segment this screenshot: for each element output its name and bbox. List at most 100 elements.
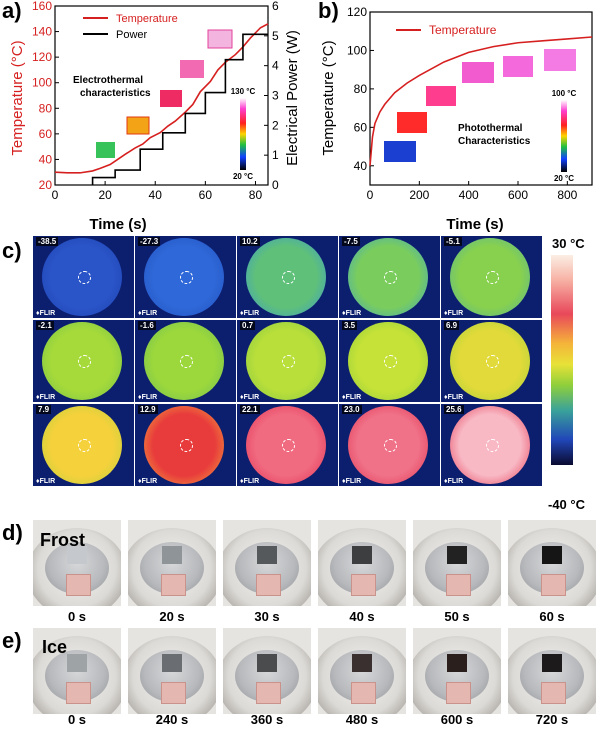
thermal-reading: 22.1 bbox=[240, 405, 260, 414]
thermal-image-10: 6.9 ♦FLIR bbox=[441, 320, 542, 402]
crosshair-icon bbox=[281, 271, 295, 284]
chart-b-xlabel: Time (s) bbox=[446, 216, 503, 233]
y-tick-label-a-2: 60 bbox=[39, 127, 53, 141]
colorbar-b-max: 100 °C bbox=[552, 89, 577, 98]
thermal-reading: -1.6 bbox=[138, 321, 156, 330]
thermal-reading: -2.1 bbox=[36, 321, 54, 330]
x-tick-label-b-2: 400 bbox=[459, 188, 479, 202]
thermal-reading: -38.5 bbox=[36, 237, 59, 246]
thermal-image-12: 12.9 ♦FLIR bbox=[135, 404, 236, 486]
y-tick-label-a-4: 100 bbox=[32, 76, 52, 90]
annotation-b-line2: Characteristics bbox=[458, 136, 531, 147]
photo-chip bbox=[542, 546, 562, 564]
inset-thermal-2 bbox=[126, 116, 150, 135]
inset-thermal-5 bbox=[207, 29, 233, 49]
crosshair-icon bbox=[179, 355, 193, 368]
crosshair-icon bbox=[281, 355, 295, 368]
y-tick-label-a-7: 160 bbox=[32, 0, 52, 13]
x-tick-label-a-0: 0 bbox=[52, 188, 59, 202]
crosshair-icon bbox=[281, 439, 295, 452]
chart-b-ylabel: Temperature (°C) bbox=[320, 40, 337, 155]
thermal-image-3: 10.2 ♦FLIR bbox=[237, 236, 338, 318]
thermal-image-7: -1.6 ♦FLIR bbox=[135, 320, 236, 402]
panel-c-scale-max: 30 °C bbox=[552, 236, 585, 251]
ice-photo bbox=[508, 628, 596, 714]
colorbar-a-min: 20 °C bbox=[233, 172, 253, 181]
thermal-image-2: -27.3 ♦FLIR bbox=[135, 236, 236, 318]
ice-photo bbox=[413, 628, 501, 714]
inset-thermal-1 bbox=[96, 142, 115, 158]
x-tick-label-a-4: 80 bbox=[249, 188, 263, 202]
crosshair-icon bbox=[485, 271, 499, 284]
photo-pad bbox=[256, 682, 281, 704]
photo-chip bbox=[542, 654, 562, 672]
inset-ir-4 bbox=[462, 62, 494, 83]
photo-chip bbox=[67, 546, 87, 564]
y2-tick-label-a-0: 0 bbox=[272, 178, 279, 192]
photo-pad bbox=[161, 574, 186, 596]
y-tick-label-a-0: 20 bbox=[39, 178, 53, 192]
time-label: 20 s bbox=[159, 609, 185, 624]
inset-ir-2 bbox=[397, 112, 427, 133]
y-tick-label-a-3: 80 bbox=[39, 101, 53, 115]
time-label: 60 s bbox=[539, 609, 565, 624]
thermal-image-9: 3.5 ♦FLIR bbox=[339, 320, 440, 402]
thermal-reading: -7.5 bbox=[342, 237, 360, 246]
thermal-image-14: 23.0 ♦FLIR bbox=[339, 404, 440, 486]
crosshair-icon bbox=[383, 355, 397, 368]
chart-b: 0 200 400 600 800 40 60 80 100 120 Time (s) Tempe… bbox=[320, 5, 593, 233]
flir-logo: ♦FLIR bbox=[36, 478, 56, 485]
thermal-reading: -5.1 bbox=[444, 237, 462, 246]
legend-temperature-a: Temperature bbox=[116, 13, 178, 25]
y-tick-label-b-0: 40 bbox=[354, 159, 368, 173]
crosshair-icon bbox=[383, 271, 397, 284]
flir-logo: ♦FLIR bbox=[444, 478, 464, 485]
thermal-reading: 0.7 bbox=[240, 321, 256, 330]
photo-pad bbox=[351, 574, 376, 596]
crosshair-icon bbox=[179, 271, 193, 284]
frost-photo bbox=[413, 520, 501, 606]
legend-temperature-b: Temperature bbox=[429, 23, 497, 37]
time-label: 40 s bbox=[349, 609, 375, 624]
thermal-reading: 7.9 bbox=[36, 405, 52, 414]
legend-power-a: Power bbox=[116, 29, 148, 41]
annotation-b-line1: Photothermal bbox=[458, 123, 523, 134]
photo-chip bbox=[67, 654, 87, 672]
crosshair-icon bbox=[485, 439, 499, 452]
photo-chip bbox=[162, 546, 182, 564]
frost-title: Frost bbox=[40, 530, 85, 550]
x-tick-label-a-2: 40 bbox=[149, 188, 163, 202]
thermal-reading: 10.2 bbox=[240, 237, 260, 246]
photo-pad bbox=[66, 682, 91, 704]
panel-label-d: d) bbox=[2, 520, 23, 545]
time-label: 600 s bbox=[440, 712, 474, 727]
thermal-reading: 23.0 bbox=[342, 405, 362, 414]
thermal-image-11: 7.9 ♦FLIR bbox=[33, 404, 134, 486]
time-label: 360 s bbox=[250, 712, 284, 727]
crosshair-icon bbox=[485, 355, 499, 368]
ice-photo bbox=[318, 628, 406, 714]
crosshair-icon bbox=[77, 355, 91, 368]
photo-chip bbox=[447, 654, 467, 672]
flir-logo: ♦FLIR bbox=[240, 478, 260, 485]
crosshair-icon bbox=[77, 271, 91, 284]
photo-pad bbox=[256, 574, 281, 596]
thermal-reading: 6.9 bbox=[444, 321, 460, 330]
ice-photo bbox=[128, 628, 216, 714]
y-tick-label-a-6: 140 bbox=[32, 25, 52, 39]
colorbar-a-max: 130 °C bbox=[231, 87, 256, 96]
crosshair-icon bbox=[77, 439, 91, 452]
thermal-reading: -27.3 bbox=[138, 237, 161, 246]
thermal-image-4: -7.5 ♦FLIR bbox=[339, 236, 440, 318]
panel-label-c: c) bbox=[2, 238, 22, 263]
thermal-reading: 3.5 bbox=[342, 321, 358, 330]
plot-frame-b bbox=[369, 11, 593, 186]
flir-logo: ♦FLIR bbox=[342, 310, 362, 317]
photo-pad bbox=[66, 574, 91, 596]
panel-label-e: e) bbox=[2, 628, 22, 653]
time-label: 240 s bbox=[155, 712, 189, 727]
ice-title: Ice bbox=[42, 637, 68, 657]
thermal-image-8: 0.7 ♦FLIR bbox=[237, 320, 338, 402]
inset-thermal-4 bbox=[180, 60, 204, 78]
